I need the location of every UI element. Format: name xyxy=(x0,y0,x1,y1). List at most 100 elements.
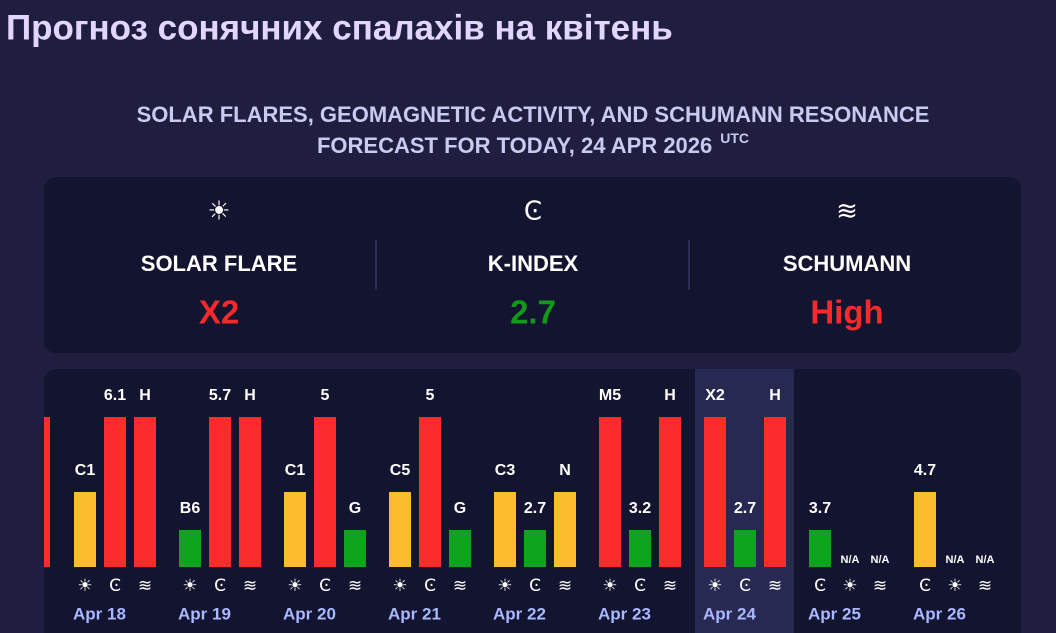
bar-label: G xyxy=(349,500,361,517)
day-date: Apr 18 xyxy=(73,604,126,623)
bar-icon: ≋ xyxy=(348,576,362,596)
bar-label: M5 xyxy=(599,387,621,404)
bar-label: B6 xyxy=(180,500,201,517)
bar-icon: ☀ xyxy=(842,576,857,596)
bar xyxy=(554,492,576,567)
bar-label: N/A xyxy=(871,554,890,566)
bar-label: 3.7 xyxy=(809,500,831,517)
day-columns: C1 ☀ 6.1 Ͼ H ≋ Apr 18 B6 ☀ 5.7 Ͼ H ≋ Apr 19 C1 ☀ 5 Ͼ G ≋ Apr… xyxy=(73,387,995,623)
bar-label: 5.7 xyxy=(209,387,231,404)
bar-icon: ☀ xyxy=(392,576,407,596)
item-value: High xyxy=(810,294,883,331)
bar-icon: Ͼ xyxy=(739,576,751,596)
bar xyxy=(344,530,366,567)
bar-icon: ☀ xyxy=(287,576,302,596)
item-icon: ≋ xyxy=(836,197,858,227)
bar-icon: Ͼ xyxy=(109,576,121,596)
bar-icon: ☀ xyxy=(947,576,962,596)
bar-icon: ☀ xyxy=(497,576,512,596)
bar-icon: ☀ xyxy=(77,576,92,596)
day-date: Apr 20 xyxy=(283,604,336,623)
bar-icon: Ͼ xyxy=(424,576,436,596)
bar-label: N/A xyxy=(946,554,965,566)
bar-icon: ≋ xyxy=(663,576,677,596)
bar-label: 4.7 xyxy=(914,462,936,479)
bar xyxy=(599,417,621,567)
timezone: UTC xyxy=(720,130,749,146)
day-date: Apr 26 xyxy=(913,604,966,623)
bar-label: C1 xyxy=(285,462,306,479)
bar xyxy=(659,417,681,567)
day-date: Apr 21 xyxy=(388,604,441,623)
bar-label: H xyxy=(139,387,151,404)
bar xyxy=(134,417,156,567)
bar xyxy=(314,417,336,567)
bar-icon: ≋ xyxy=(243,576,257,596)
bar-icon: ☀ xyxy=(602,576,617,596)
bar xyxy=(494,492,516,567)
day-date: Apr 25 xyxy=(808,604,861,623)
bar-icon: ☀ xyxy=(707,576,722,596)
bar-label: 2.7 xyxy=(524,500,546,517)
day-date: Apr 23 xyxy=(598,604,651,623)
bar xyxy=(704,417,726,567)
page-title: Прогноз сонячних спалахів на квітень xyxy=(6,8,673,47)
bar-label: C3 xyxy=(495,462,516,479)
bar xyxy=(209,417,231,567)
item-icon: ☀ xyxy=(207,197,230,227)
item-value: X2 xyxy=(199,294,239,331)
bar xyxy=(104,417,126,567)
bar-icon: Ͼ xyxy=(814,576,826,596)
bar xyxy=(389,492,411,567)
bar xyxy=(284,492,306,567)
bar-icon: Ͼ xyxy=(214,576,226,596)
bar xyxy=(74,492,96,567)
bar-label: G xyxy=(454,500,466,517)
bar-label: C1 xyxy=(75,462,96,479)
day-date: Apr 19 xyxy=(178,604,231,623)
bar-label: C5 xyxy=(390,462,411,479)
bar xyxy=(179,530,201,567)
bar-icon: Ͼ xyxy=(319,576,331,596)
bar xyxy=(524,530,546,567)
bar xyxy=(239,417,261,567)
bar xyxy=(419,417,441,567)
summary-card xyxy=(44,177,1021,353)
bar-label: H xyxy=(244,387,256,404)
forecast-title: SOLAR FLARES, GEOMAGNETIC ACTIVITY, AND … xyxy=(137,102,930,127)
bar-label: N/A xyxy=(976,554,995,566)
bar-icon: Ͼ xyxy=(634,576,646,596)
bar-icon: ≋ xyxy=(138,576,152,596)
forecast-title-line: FORECAST FOR TODAY, 24 APR 2026 xyxy=(317,133,712,158)
bar xyxy=(449,530,471,567)
bar-icon: Ͼ xyxy=(529,576,541,596)
bar-label: H xyxy=(664,387,676,404)
bar-label: 6.1 xyxy=(104,387,126,404)
bar-icon: ≋ xyxy=(558,576,572,596)
bar-icon: ☀ xyxy=(182,576,197,596)
bar xyxy=(764,417,786,567)
bar-label: N xyxy=(559,462,571,479)
bar-icon: ≋ xyxy=(453,576,467,596)
day-date: Apr 24 xyxy=(703,604,756,623)
item-label: SCHUMANN xyxy=(783,251,911,276)
bar xyxy=(734,530,756,567)
bar-icon: ≋ xyxy=(873,576,887,596)
item-value: 2.7 xyxy=(510,294,556,331)
bar-icon: Ͼ xyxy=(919,576,931,596)
bar-icon: ≋ xyxy=(768,576,782,596)
bar-label: 2.7 xyxy=(734,500,756,517)
summary: ☀ SOLAR FLARE X2 Ͼ K-INDEX 2.7 ≋ SCHUMANN High xyxy=(141,197,911,331)
bar xyxy=(629,530,651,567)
bar xyxy=(914,492,936,567)
bar-label: 3.2 xyxy=(629,500,651,517)
bar-icon: ≋ xyxy=(978,576,992,596)
bar-label: H xyxy=(769,387,781,404)
item-icon: Ͼ xyxy=(524,197,542,227)
days: C1 ☀ 6.1 Ͼ H ≋ Apr 18 B6 ☀ 5.7 Ͼ H ≋ Apr 19 C1 ☀ 5 Ͼ G ≋ Apr… xyxy=(44,369,995,633)
day-date: Apr 22 xyxy=(493,604,546,623)
bar-label: N/A xyxy=(841,554,860,566)
bar-label: 5 xyxy=(426,387,435,404)
